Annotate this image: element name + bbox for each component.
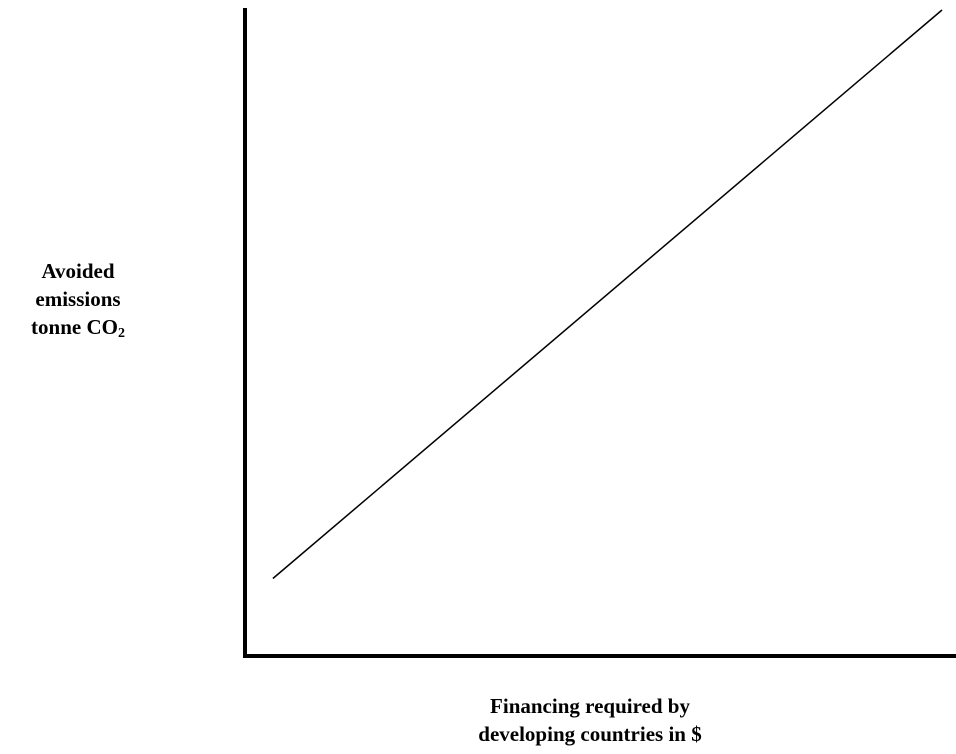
y-axis-label: Avoided emissions tonne CO2 bbox=[0, 257, 156, 341]
x-axis-label-line-2: developing countries in $ bbox=[478, 722, 702, 746]
y-axis-label-line-3: tonne CO2 bbox=[0, 313, 156, 341]
y-axis-label-line-2: emissions bbox=[35, 287, 121, 311]
series-layer bbox=[272, 9, 943, 580]
y-axis-label-line-1: Avoided bbox=[41, 259, 115, 283]
y-axis-label-line-3-text: tonne CO bbox=[31, 315, 118, 339]
series-line-1 bbox=[272, 9, 943, 580]
x-axis-label-line-1: Financing required by bbox=[490, 694, 690, 718]
y-axis-label-subscript: 2 bbox=[117, 326, 125, 341]
x-axis-label: Financing required by developing countri… bbox=[380, 692, 800, 748]
